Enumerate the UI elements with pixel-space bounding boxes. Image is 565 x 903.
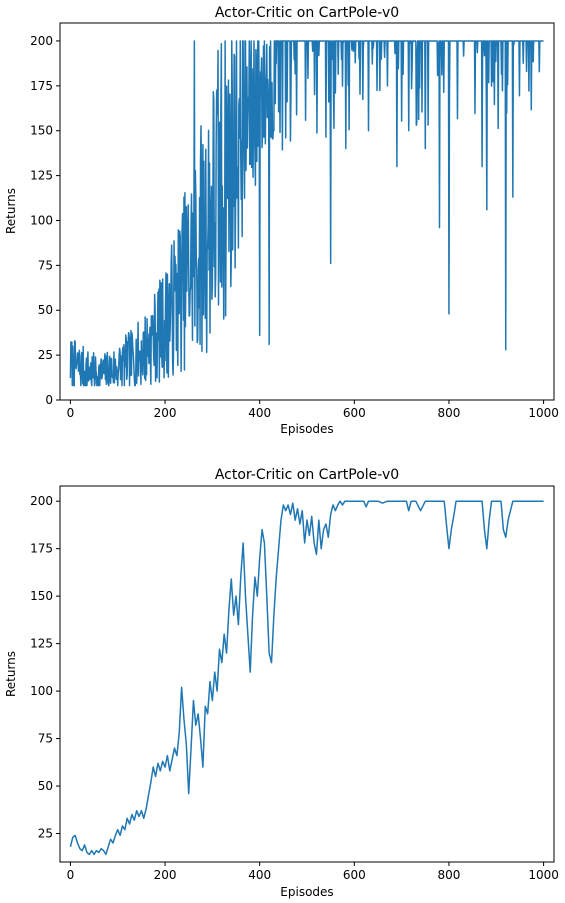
bottom-chart-ylabel: Returns (4, 651, 18, 697)
top-chart-marks (69, 40, 544, 387)
y-tick-label: 100 (30, 213, 53, 227)
bottom-chart: Actor-Critic on CartPole-v0 0 200 400 600 80… (4, 467, 559, 899)
y-tick-label: 200 (30, 34, 53, 48)
x-tick-label: 800 (438, 406, 461, 420)
y-tick-label: 25 (38, 827, 53, 841)
y-tick-label: 200 (30, 494, 53, 508)
y-tick-label: 50 (38, 303, 53, 317)
y-tick-label: 100 (30, 684, 53, 698)
x-tick-label: 400 (248, 868, 271, 882)
x-tick-label: 800 (438, 868, 461, 882)
x-tick-label: 1000 (528, 868, 559, 882)
bottom-chart-marks (69, 500, 544, 856)
y-tick-label: 175 (30, 79, 53, 93)
x-tick-label: 0 (67, 868, 75, 882)
y-tick-label: 75 (38, 732, 53, 746)
x-tick-label: 600 (343, 406, 366, 420)
series-line (69, 40, 544, 387)
y-tick-label: 50 (38, 779, 53, 793)
bottom-chart-frame (59, 485, 555, 863)
x-tick-label: 0 (67, 406, 75, 420)
x-tick-label: 400 (248, 406, 271, 420)
top-chart-frame (59, 22, 555, 401)
top-chart-title: Actor-Critic on CartPole-v0 (215, 5, 399, 21)
y-tick-label: 25 (38, 348, 53, 362)
bottom-chart-title: Actor-Critic on CartPole-v0 (215, 467, 399, 483)
x-tick-label: 200 (154, 406, 177, 420)
top-chart: Actor-Critic on CartPole-v0 0 200 400 600 80… (4, 5, 559, 436)
y-tick-label: 150 (30, 589, 53, 603)
y-tick-label: 150 (30, 124, 53, 138)
x-tick-label: 600 (343, 868, 366, 882)
y-tick-label: 125 (30, 169, 53, 183)
y-tick-label: 175 (30, 542, 53, 556)
y-tick-label: 125 (30, 637, 53, 651)
bottom-chart-xlabel: Episodes (280, 885, 333, 899)
series-line (69, 500, 544, 856)
top-chart-xlabel: Episodes (280, 422, 333, 436)
x-tick-label: 1000 (528, 406, 559, 420)
y-tick-label: 75 (38, 258, 53, 272)
x-tick-label: 200 (154, 868, 177, 882)
top-chart-ylabel: Returns (4, 188, 18, 234)
top-chart-ticks: 0 200 400 600 800 1000 0 25 50 75 100 125 150 175 200 (30, 34, 559, 420)
bottom-chart-ticks: 0 200 400 600 800 1000 25 50 75 100 125 150 175 200 (30, 494, 559, 882)
y-tick-label: 0 (45, 393, 53, 407)
